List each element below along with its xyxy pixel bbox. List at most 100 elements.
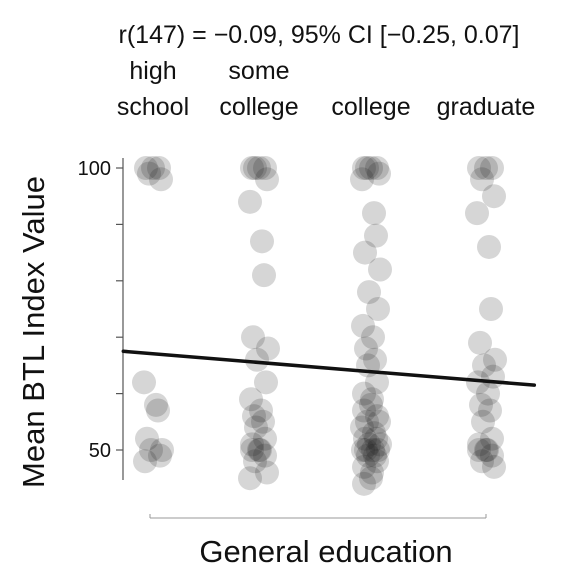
data-point: [353, 426, 377, 451]
data-point: [256, 336, 280, 361]
category-labels: high school some college college graduate: [117, 57, 535, 121]
data-point: [139, 438, 163, 462]
data-point: [368, 257, 392, 282]
data-point: [360, 387, 384, 412]
data-point: [135, 426, 159, 451]
data-point: [357, 432, 381, 457]
data-point: [245, 347, 269, 372]
data-point: [476, 381, 500, 406]
data-point: [362, 421, 386, 446]
data-point: [243, 449, 267, 474]
data-point: [249, 398, 273, 423]
data-point: [240, 432, 264, 457]
data-point: [244, 415, 268, 440]
data-point: [474, 156, 498, 180]
data-point: [137, 161, 161, 186]
data-point: [470, 167, 494, 192]
data-point: [480, 426, 504, 451]
category-label: some college: [219, 57, 298, 121]
data-point: [469, 392, 493, 417]
data-point: [255, 167, 279, 192]
data-point: [365, 156, 389, 180]
data-point: [247, 438, 271, 462]
data-point: [133, 449, 157, 474]
data-point: [144, 392, 168, 417]
data-point: [353, 240, 377, 265]
data-point: [367, 161, 391, 186]
data-point: [474, 438, 498, 462]
data-point: [482, 184, 506, 209]
data-point: [364, 426, 388, 451]
data-point: [134, 156, 158, 180]
data-point: [238, 466, 262, 491]
x-axis-label: General education: [199, 534, 452, 569]
data-point: [239, 387, 263, 412]
data-point: [250, 229, 274, 254]
data-point: [150, 438, 174, 462]
y-tick-label: 100: [78, 158, 111, 180]
data-point: [253, 443, 277, 468]
data-point: [365, 370, 389, 395]
data-point: [355, 156, 379, 180]
data-point: [248, 438, 272, 462]
data-point: [352, 398, 376, 423]
data-point: [238, 189, 262, 214]
data-point: [352, 454, 376, 479]
y-axis-ticks: 100 50: [78, 158, 123, 462]
data-point: [253, 156, 277, 180]
data-point: [240, 438, 264, 462]
data-point: [241, 325, 265, 350]
data-point: [146, 398, 170, 423]
data-point: [364, 223, 388, 248]
data-point: [240, 156, 264, 180]
data-point: [466, 370, 490, 395]
data-point: [480, 156, 504, 180]
data-point: [243, 156, 267, 180]
data-point: [468, 330, 492, 355]
category-label: high school: [117, 57, 189, 121]
data-point: [351, 313, 375, 338]
data-point: [363, 347, 387, 372]
data-point: [467, 438, 491, 462]
data-point: [359, 466, 383, 491]
data-point: [470, 449, 494, 474]
data-point: [361, 438, 385, 462]
y-axis-label: Mean BTL Index Value: [16, 176, 51, 488]
data-point: [242, 404, 266, 429]
data-point: [360, 460, 384, 485]
data-point: [482, 454, 506, 479]
data-point: [141, 156, 165, 180]
data-point: [352, 381, 376, 406]
category-label: graduate: [437, 93, 536, 121]
data-point: [355, 409, 379, 434]
data-point: [465, 201, 489, 226]
data-point: [366, 438, 390, 462]
data-point: [352, 156, 376, 180]
data-point: [361, 325, 385, 350]
data-point: [471, 409, 495, 434]
y-tick-label: 50: [89, 440, 111, 462]
data-point: [365, 404, 389, 429]
data-point: [467, 432, 491, 457]
data-point: [356, 443, 380, 468]
data-point: [479, 297, 503, 321]
data-point: [253, 426, 277, 451]
data-point: [357, 280, 381, 305]
data-point: [351, 438, 375, 462]
data-point: [363, 443, 387, 468]
data-point: [362, 201, 386, 226]
data-point: [467, 156, 491, 180]
data-point: [254, 370, 278, 395]
data-point: [255, 460, 279, 485]
data-point: [251, 409, 275, 434]
data-point: [475, 438, 499, 462]
data-point: [359, 156, 383, 180]
data-point: [483, 347, 507, 372]
data-point: [148, 443, 172, 468]
data-point: [478, 398, 502, 423]
data-point: [354, 438, 378, 462]
data-point: [147, 156, 171, 180]
data-point: [350, 167, 374, 192]
chart-title: r(147) = −0.09, 95% CI [−0.25, 0.07]: [119, 21, 520, 49]
data-point: [366, 297, 390, 321]
